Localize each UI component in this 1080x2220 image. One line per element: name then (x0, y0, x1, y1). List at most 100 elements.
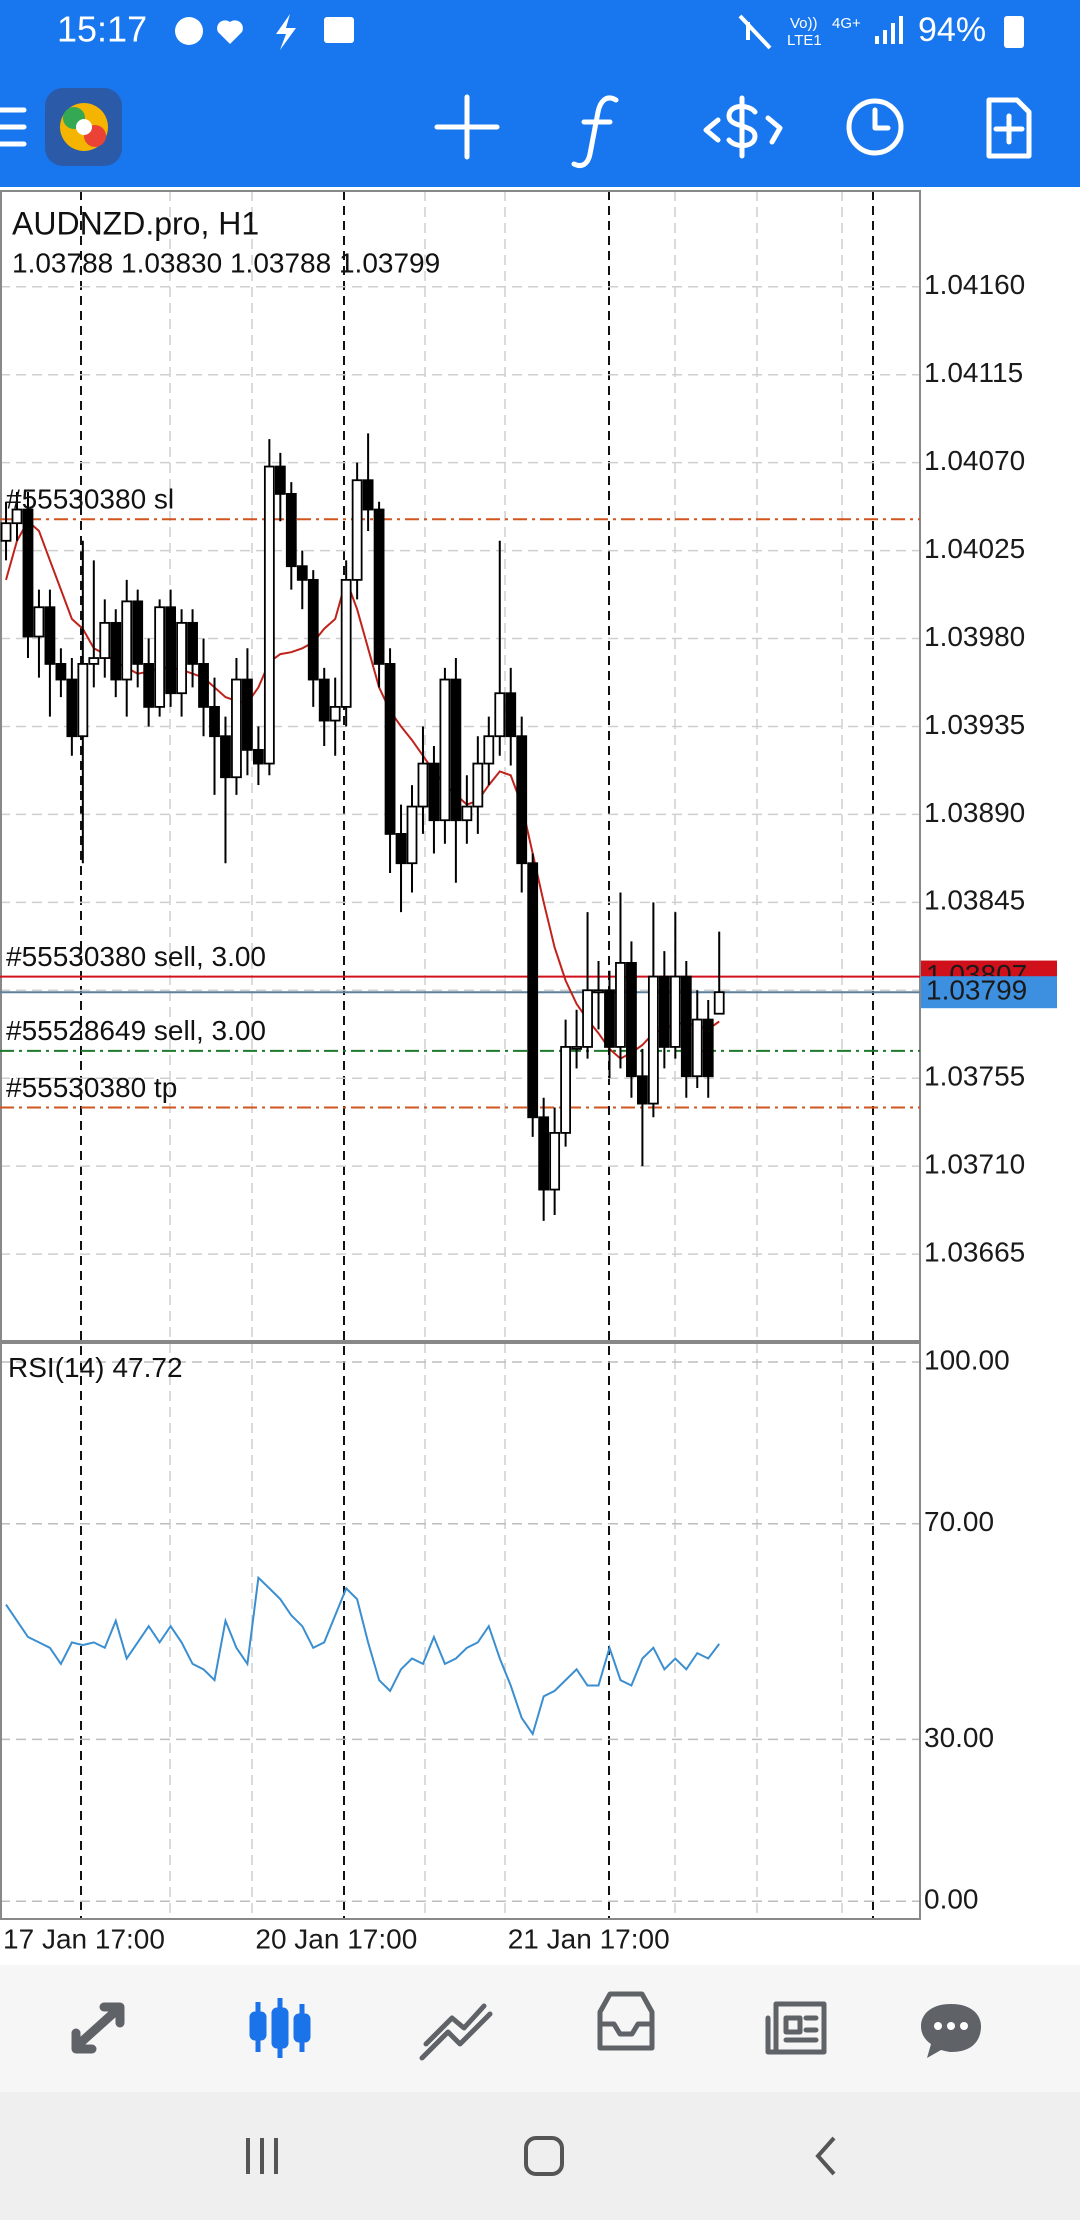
trade-tab[interactable] (419, 2003, 493, 2061)
y-tick-label: 1.03980 (924, 621, 1025, 652)
candle-body (669, 975, 681, 1048)
y-tick-label: 1.03845 (924, 885, 1025, 916)
candle-body (483, 735, 495, 765)
candle-body (593, 989, 604, 994)
candle-body (384, 663, 396, 835)
notification-icons (175, 14, 354, 50)
candle-body (373, 508, 385, 665)
trade-button[interactable] (703, 95, 783, 159)
candle-body (187, 621, 198, 665)
candle-body (571, 1046, 582, 1050)
candle-body (680, 975, 692, 1078)
candle-body (77, 663, 89, 738)
app-icon[interactable] (45, 88, 122, 166)
chart (0, 190, 921, 1920)
menu-button[interactable] (0, 107, 27, 147)
bottom-nav (0, 1965, 1080, 2092)
candle-body (22, 508, 34, 638)
candle-body (121, 600, 133, 681)
network-label: 4G+ (832, 15, 861, 32)
candle-body (626, 961, 637, 1078)
rsi-value: 47.72 (112, 1352, 182, 1383)
candle-body (549, 1132, 561, 1191)
chart-frame (0, 190, 921, 1920)
battery-icon (1004, 16, 1024, 48)
candle-body (66, 678, 78, 738)
candle-body (351, 479, 363, 581)
candle-body (165, 606, 177, 695)
candle-body (11, 508, 23, 525)
candle-body (110, 621, 122, 681)
rsi-tick-label: 100.00 (924, 1344, 1010, 1375)
candle-body (242, 678, 253, 751)
candle-body (450, 678, 462, 822)
candle-body (33, 606, 45, 638)
indicators-button[interactable] (571, 95, 619, 169)
chat-tab[interactable] (921, 2004, 981, 2058)
candle-body (220, 735, 231, 779)
order-label: #55528649 sell, 3.00 (6, 1015, 266, 1046)
signal-icon (875, 16, 903, 44)
candle-body (472, 762, 484, 808)
candle-body (439, 678, 451, 822)
y-tick-label: 1.04115 (924, 357, 1023, 388)
candle-body (329, 705, 341, 722)
volte-label: Vo)) (790, 15, 818, 32)
back-button[interactable] (815, 2136, 836, 2176)
new-order-button[interactable] (986, 97, 1032, 159)
candle-body (527, 862, 539, 1119)
order-label: #55530380 sell, 3.00 (6, 941, 266, 972)
order-label: #55530380 tp (6, 1072, 177, 1103)
battery-label: 94% (918, 11, 986, 49)
news-tab[interactable] (765, 2001, 827, 2055)
history-tab[interactable] (597, 1991, 655, 2051)
quotes-tab[interactable] (71, 2002, 125, 2054)
crosshair-button[interactable] (434, 94, 500, 160)
candle-body (615, 961, 626, 1048)
candle-body (395, 833, 407, 865)
y-tick-label: 1.03710 (924, 1149, 1025, 1180)
candle-body (505, 692, 517, 738)
candle-body (702, 1018, 714, 1078)
candle-body (296, 565, 308, 581)
candle-body (362, 479, 374, 511)
candle-body (154, 606, 166, 708)
recents-button[interactable] (246, 2138, 278, 2174)
candle-body (176, 621, 187, 695)
candle-body (231, 678, 242, 779)
candle-body (252, 748, 264, 765)
candle-body (0, 522, 12, 542)
y-tick-label: 1.04160 (924, 269, 1025, 300)
candle-body (318, 678, 330, 722)
x-tick-label: 20 Jan 17:00 (255, 1923, 417, 1954)
candle-body (55, 663, 67, 681)
candle-body (560, 1046, 572, 1134)
rsi-line (5, 1575, 720, 1737)
order-label: #55530380 sl (6, 484, 174, 515)
y-tick-label: 1.03665 (924, 1236, 1025, 1267)
rsi-tick-label: 0.00 (924, 1884, 979, 1915)
candle-body (582, 989, 593, 1048)
y-tick-label: 1.03755 (924, 1061, 1025, 1092)
candle-body (99, 621, 111, 659)
lte-label: LTE1 (787, 32, 822, 49)
candle-body (406, 805, 418, 865)
candle-body (637, 1075, 648, 1105)
candle-body (658, 975, 670, 1048)
timeframe-button[interactable] (846, 98, 904, 156)
candle-body (713, 991, 725, 1015)
chart-tab[interactable] (249, 1998, 311, 2058)
candle-body (516, 735, 528, 865)
system-nav (0, 2092, 1080, 2220)
y-tick-label: 1.03935 (924, 709, 1025, 740)
y-tick-label: 1.04025 (924, 533, 1025, 564)
clock: 15:17 (57, 9, 147, 50)
candle-body (461, 805, 473, 822)
candle-body (340, 578, 352, 708)
mute-icon (738, 14, 772, 50)
x-tick-label: 17 Jan 17:00 (3, 1923, 165, 1954)
candle-body (647, 975, 659, 1105)
candle-body (143, 663, 155, 708)
home-button[interactable] (524, 2136, 564, 2176)
